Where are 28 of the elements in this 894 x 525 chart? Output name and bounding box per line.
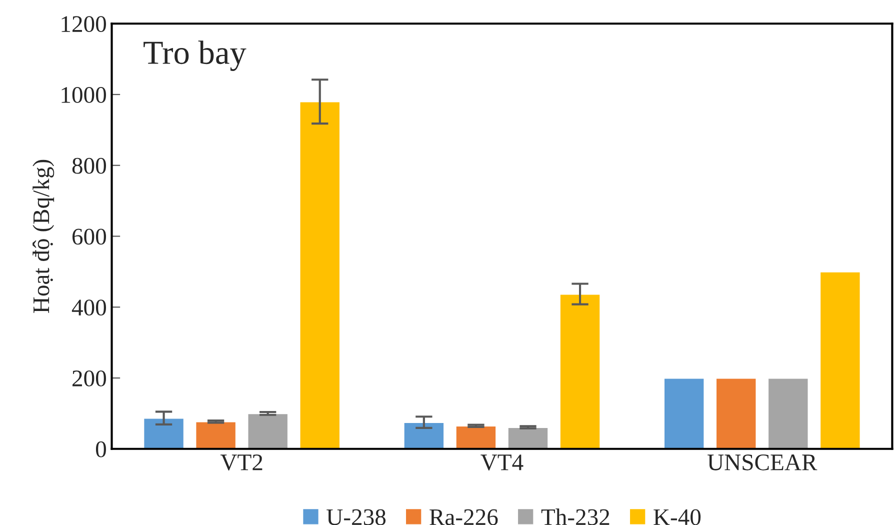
bar bbox=[298, 100, 341, 449]
legend-label: U-238 bbox=[326, 509, 386, 525]
bar bbox=[454, 425, 497, 449]
chart-title: Tro bay bbox=[144, 40, 246, 71]
y-tick-label: 0 bbox=[96, 441, 106, 458]
x-tick-label: VT2 bbox=[220, 454, 262, 470]
y-tick-label: 400 bbox=[72, 300, 106, 316]
bar bbox=[246, 412, 289, 449]
y-tick-label: 200 bbox=[72, 370, 106, 386]
bar bbox=[767, 377, 810, 449]
bar bbox=[507, 426, 549, 449]
bar bbox=[715, 377, 758, 449]
bar bbox=[194, 420, 237, 449]
x-tick-label: VT4 bbox=[480, 454, 524, 470]
bar bbox=[663, 377, 706, 449]
x-tick-label: UNSCEAR bbox=[708, 454, 818, 470]
legend-label: Ra-226 bbox=[430, 509, 498, 525]
y-tick-label: 1200 bbox=[62, 16, 106, 32]
y-tick-label: 1000 bbox=[62, 86, 106, 103]
y-axis-title: Hoạt độ (Bq/kg) bbox=[32, 160, 54, 313]
bar bbox=[559, 293, 602, 449]
bar bbox=[402, 422, 445, 449]
legend-label: Th-232 bbox=[541, 508, 610, 525]
bar bbox=[819, 270, 862, 449]
bar bbox=[142, 417, 185, 449]
legend-label: K-40 bbox=[654, 509, 701, 525]
y-tick-label: 600 bbox=[72, 228, 106, 245]
y-tick-label: 800 bbox=[72, 158, 106, 174]
